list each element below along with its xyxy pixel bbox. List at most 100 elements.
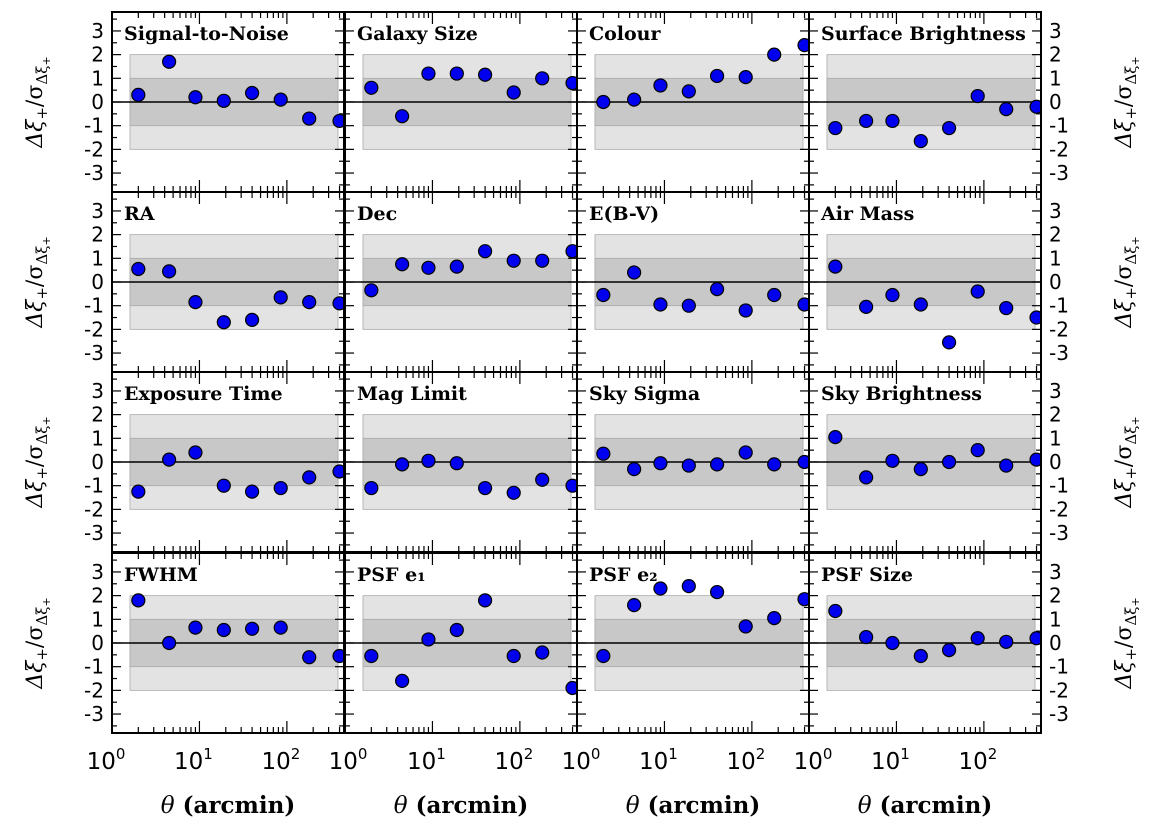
chart-panel: Sky Brightness <box>808 371 1042 553</box>
data-point <box>653 78 668 93</box>
data-point <box>302 470 317 485</box>
y-tick-label: 3 <box>1049 19 1062 43</box>
y-label-main: Δξ <box>23 478 48 509</box>
data-point <box>332 296 344 311</box>
panel-title: PSF e₂ <box>589 564 658 586</box>
y-tick-label: -2 <box>1049 137 1069 161</box>
y-tick-label: 0 <box>1049 450 1062 474</box>
data-point <box>1029 99 1041 114</box>
data-series <box>364 453 577 500</box>
y-tick-label: -2 <box>84 497 104 521</box>
data-point <box>565 478 577 493</box>
y-label-sub3: + <box>40 236 53 245</box>
data-point <box>596 648 611 664</box>
data-point <box>477 67 493 82</box>
panel-title: Galaxy Size <box>357 23 478 45</box>
y-label-main: Δξ <box>1112 298 1137 329</box>
data-point <box>738 70 753 85</box>
data-point <box>332 648 344 664</box>
data-series <box>828 430 1041 485</box>
y-label-main: Δξ <box>23 118 48 149</box>
y-tick-label: 0 <box>1049 270 1062 294</box>
data-point <box>273 92 288 107</box>
data-point <box>162 635 177 651</box>
data-point <box>797 38 809 53</box>
chart-panel: Surface Brightness <box>808 11 1042 193</box>
data-point <box>970 284 985 299</box>
x-label-symbol: θ <box>626 793 640 819</box>
chart-panel: PSF e₂ <box>576 552 810 734</box>
data-point <box>941 454 957 470</box>
chart-panel: Mag Limit <box>344 371 578 553</box>
data-point <box>162 452 177 467</box>
data-point <box>653 297 668 312</box>
y-tick-label: 3 <box>91 560 104 584</box>
data-point <box>885 113 900 129</box>
panel-title: Mag Limit <box>357 383 467 405</box>
data-point <box>709 584 725 600</box>
y-label-sep: /σ <box>1112 265 1137 287</box>
y-tick-label: -3 <box>1049 161 1069 185</box>
chart-panel: Air Mass <box>808 191 1042 373</box>
y-tick-label: 2 <box>91 584 104 608</box>
y-label-sub3: + <box>40 597 53 606</box>
y-tick-label: 2 <box>91 403 104 427</box>
x-tick-base: 10 <box>261 749 290 775</box>
data-point <box>913 133 928 149</box>
x-tick-base: 10 <box>726 749 755 775</box>
y-label-main: Δξ <box>23 659 48 690</box>
x-tick-label: 101 <box>174 745 213 775</box>
data-point <box>970 88 985 104</box>
panel-title: Surface Brightness <box>821 23 1026 45</box>
panel-title: Colour <box>589 23 661 45</box>
y-tick-label: -2 <box>1049 317 1069 341</box>
y-tick-label: -3 <box>84 341 104 365</box>
data-point <box>477 480 493 496</box>
x-tick-label: 100 <box>87 745 126 775</box>
panel-title: Air Mass <box>820 203 914 225</box>
data-point <box>627 265 642 280</box>
panel-title: Exposure Time <box>124 383 283 405</box>
chart-panel: Colour <box>576 11 810 193</box>
data-point <box>913 648 928 664</box>
data-point <box>131 593 146 608</box>
data-point <box>188 620 203 635</box>
data-point <box>828 603 843 619</box>
y-label-sep: /σ <box>1112 626 1137 648</box>
panel-title: E(B-V) <box>589 203 659 225</box>
data-point <box>216 622 231 638</box>
data-point <box>188 90 203 105</box>
y-label-sub2: Δξ <box>33 426 51 445</box>
data-point <box>885 287 900 303</box>
data-point <box>395 257 410 272</box>
y-tick-label: -3 <box>1049 341 1069 365</box>
y-label-sub: + <box>1122 107 1140 120</box>
x-tick-label: 101 <box>871 745 910 775</box>
data-point <box>999 300 1014 316</box>
y-tick-label: 1 <box>91 607 104 631</box>
data-point <box>941 120 957 136</box>
data-point <box>421 66 436 81</box>
data-point <box>709 282 725 297</box>
data-point <box>797 454 809 470</box>
y-tick-label: -2 <box>84 678 104 702</box>
x-tick-exp: 1 <box>203 745 213 763</box>
data-point <box>302 650 317 665</box>
y-tick-label: 2 <box>91 223 104 247</box>
y-tick-label: 0 <box>91 90 104 114</box>
x-tick-label: 100 <box>329 745 368 775</box>
y-label-sep: /σ <box>23 265 48 287</box>
y-label-sub2: Δξ <box>1122 246 1140 265</box>
y-axis-label-left: Δξ+/σΔξ+ <box>23 597 53 689</box>
data-point <box>535 253 550 268</box>
data-point <box>244 484 260 499</box>
y-tick-label: 0 <box>91 270 104 294</box>
y-axis-label-right: Δξ+/σΔξ+ <box>1112 597 1142 689</box>
chart-panel: E(B-V) <box>576 191 810 373</box>
data-point <box>535 472 550 487</box>
data-point <box>653 456 668 471</box>
data-series <box>131 54 344 129</box>
data-point <box>244 85 260 101</box>
data-point <box>627 598 642 613</box>
